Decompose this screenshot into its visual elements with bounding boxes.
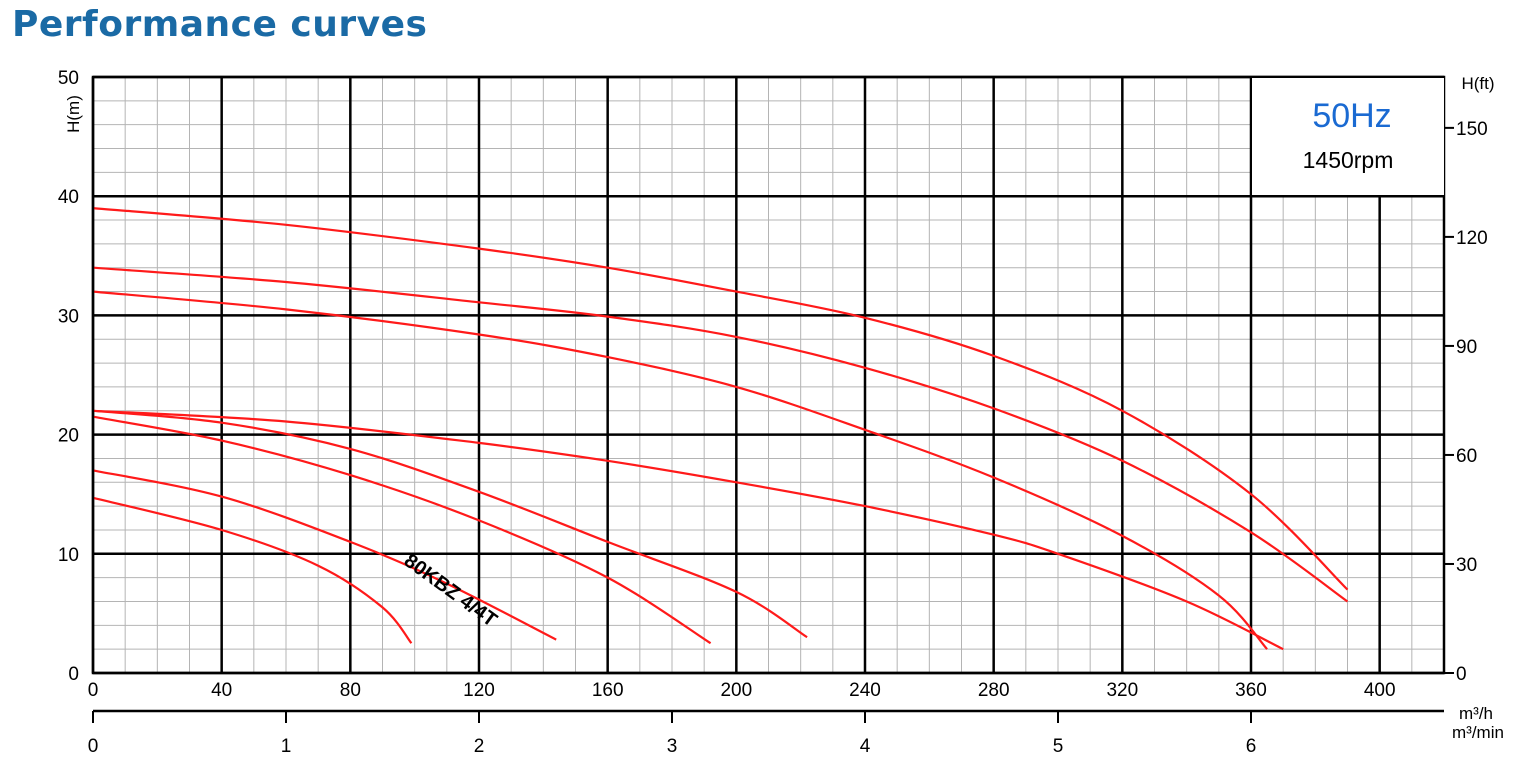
x-secondary-tick-label: 0 — [88, 736, 99, 757]
x-tick-label: 0 — [88, 680, 99, 701]
frequency-label: 50Hz — [1312, 97, 1391, 135]
performance-curve-1 — [92, 207, 1349, 591]
x-tick-label: 360 — [1235, 680, 1267, 701]
x-tick-label: 280 — [978, 680, 1010, 701]
performance-curve-2 — [92, 266, 1349, 603]
chart-axes — [91, 75, 1454, 723]
performance-curve-8 — [92, 496, 413, 644]
y-tick-label: 30 — [58, 306, 79, 327]
plot-frame — [91, 75, 1446, 675]
chart-grid — [91, 75, 1445, 675]
x-tick-label: 160 — [592, 680, 624, 701]
y-tick-label: 20 — [58, 426, 79, 447]
x-secondary-tick-label: 6 — [1246, 736, 1257, 757]
y-right-axis-label: H(ft) — [1461, 74, 1494, 93]
speed-label: 1450rpm — [1303, 147, 1394, 173]
y-right-tick-label: 60 — [1456, 446, 1477, 467]
x-secondary-tick-label: 1 — [281, 736, 292, 757]
y-right-tick-label: 120 — [1456, 228, 1488, 249]
x-tick-label: 120 — [463, 680, 495, 701]
x-tick-label: 40 — [211, 680, 232, 701]
x-tick-label: 400 — [1364, 680, 1396, 701]
x-secondary-tick-label: 5 — [1053, 736, 1064, 757]
performance-curve-4 — [92, 409, 1284, 651]
performance-curve-5 — [92, 409, 808, 639]
x-axis-label: m³/h — [1459, 704, 1493, 723]
x-tick-label: 200 — [720, 680, 752, 701]
y-tick-label: 40 — [58, 187, 79, 208]
x-secondary-axis-label: m³/min — [1452, 723, 1504, 742]
y-right-tick-label: 150 — [1456, 119, 1488, 140]
x-secondary-tick-label: 3 — [667, 736, 678, 757]
y-right-tick-label: 0 — [1456, 664, 1467, 685]
performance-curve-6 — [92, 415, 712, 645]
x-tick-label: 320 — [1106, 680, 1138, 701]
performance-curve-7 — [92, 469, 557, 641]
x-tick-label: 80 — [340, 680, 361, 701]
frequency-box — [1252, 78, 1444, 195]
chart-curves — [92, 207, 1349, 651]
y-axis-label: H(m) — [64, 95, 83, 133]
y-tick-label: 50 — [58, 68, 79, 89]
x-secondary-tick-label: 4 — [860, 736, 871, 757]
y-tick-label: 10 — [58, 545, 79, 566]
page-title: Performance curves — [12, 4, 428, 45]
y-right-tick-label: 90 — [1456, 337, 1477, 358]
performance-curve-3 — [92, 290, 1268, 650]
x-tick-label: 240 — [849, 680, 881, 701]
x-secondary-tick-label: 2 — [474, 736, 485, 757]
y-tick-label: 0 — [68, 664, 79, 685]
y-right-tick-label: 30 — [1456, 555, 1477, 576]
